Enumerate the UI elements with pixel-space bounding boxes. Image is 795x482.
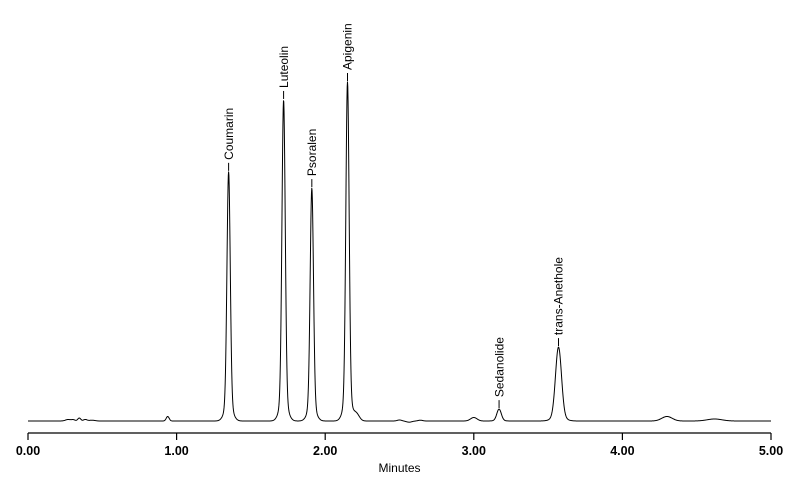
peak-label-sedanolide: Sedanolide [492, 337, 506, 397]
peak-label-coumarin: Coumarin [222, 108, 236, 160]
x-axis-tick-label: 0.00 [16, 444, 40, 458]
peak-label-trans-anethole: trans-Anethole [552, 257, 566, 335]
x-axis-tick-label: 2.00 [313, 444, 337, 458]
x-axis-tick-label: 5.00 [759, 444, 783, 458]
chromatogram-trace [27, 81, 772, 423]
peak-label-luteolin: Luteolin [277, 46, 291, 88]
peak-label-apigenin: Apigenin [341, 23, 355, 70]
x-axis-tick-label: 1.00 [164, 444, 188, 458]
x-axis-tick-label: 4.00 [610, 444, 634, 458]
peak-label-psoralen: Psoralen [305, 129, 319, 176]
x-axis-title: Minutes [378, 461, 420, 475]
x-axis-tick-label: 3.00 [462, 444, 486, 458]
